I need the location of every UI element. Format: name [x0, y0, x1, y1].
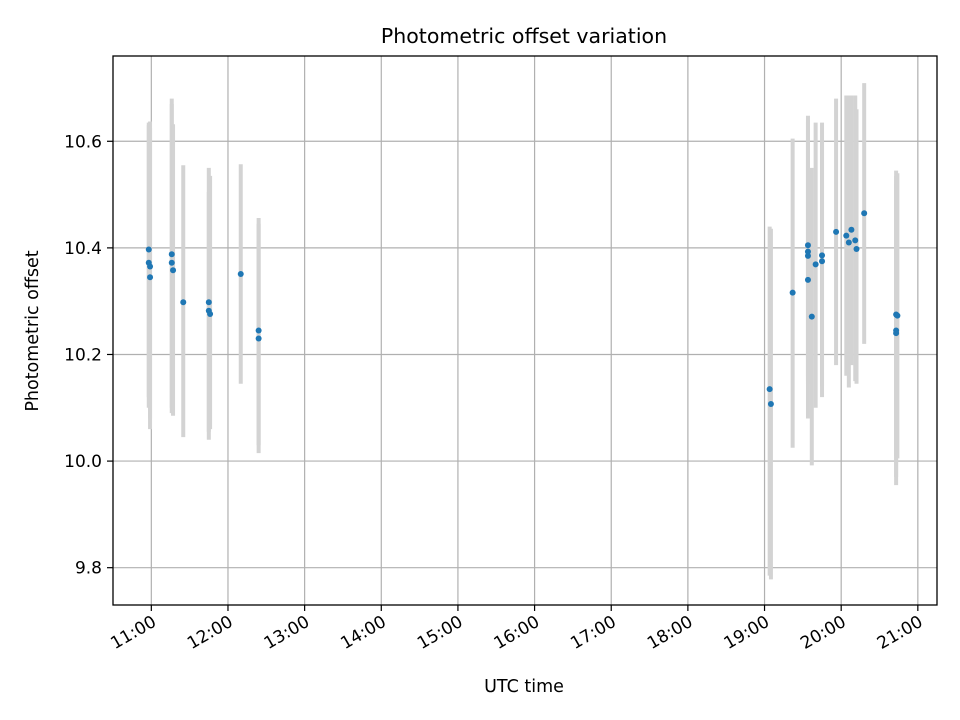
y-tick-label: 10.6 [64, 132, 102, 152]
data-point [861, 210, 868, 217]
data-point [766, 386, 773, 393]
data-point [767, 401, 774, 408]
plot-frame [112, 55, 938, 606]
data-point [812, 261, 819, 268]
y-tick-label: 10.4 [64, 239, 102, 259]
data-point [170, 267, 177, 274]
data-point [255, 335, 262, 342]
data-point [789, 289, 796, 296]
data-point [845, 239, 852, 246]
data-point [833, 228, 840, 235]
data-point [168, 259, 175, 266]
data-point [255, 327, 262, 334]
y-tick-label: 10.0 [64, 452, 102, 472]
data-point [237, 271, 244, 278]
y-tick-label: 10.2 [64, 345, 102, 365]
data-point [168, 251, 175, 258]
data-point [180, 299, 187, 306]
data-point [804, 252, 811, 259]
data-point [147, 263, 154, 270]
data-point [819, 258, 826, 265]
data-point [853, 245, 860, 252]
data-point [205, 299, 212, 306]
y-axis-ticks: 9.8 10.0 10.2 10.4 10.6 [64, 132, 113, 579]
data-point [804, 248, 811, 255]
data-point [808, 313, 815, 320]
data-point [843, 232, 850, 239]
data-point [848, 226, 855, 233]
data-point [819, 252, 826, 259]
data-point [804, 276, 811, 283]
x-axis-title: UTC time [484, 677, 564, 697]
grid [113, 56, 937, 605]
data-point [852, 237, 859, 244]
data-point [147, 274, 154, 281]
data-point [893, 330, 900, 337]
y-axis-title: Photometric offset [23, 250, 43, 411]
data-point [145, 246, 152, 253]
data-point [804, 242, 811, 249]
y-tick-label: 9.8 [75, 559, 102, 579]
data-point [207, 310, 214, 317]
chart-title: Photometric offset variation [381, 24, 667, 48]
data-point [894, 312, 901, 319]
data-points [145, 210, 901, 408]
